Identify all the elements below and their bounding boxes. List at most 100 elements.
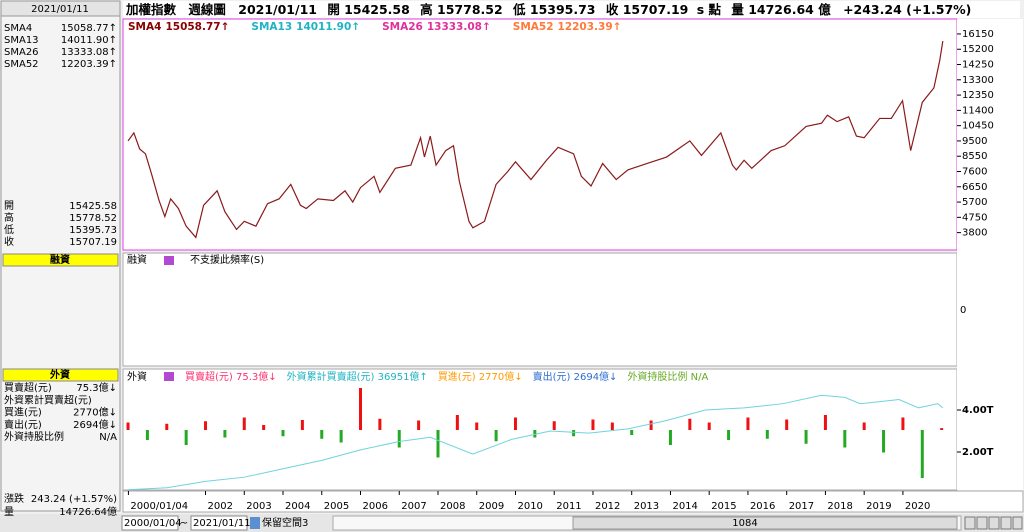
net-bar	[533, 430, 537, 438]
x-tick-label: 2007	[401, 501, 426, 512]
net-bar	[862, 422, 866, 430]
x-tick-label: 2019	[866, 501, 891, 512]
legend-name: SMA26	[382, 21, 423, 33]
net-bar	[804, 430, 808, 444]
left-date: 2021/01/11	[31, 4, 89, 15]
net-bar	[242, 417, 246, 430]
scroll-position: 1084	[732, 518, 757, 529]
settings-button[interactable]	[1012, 516, 1023, 530]
legend-name: SMA13	[251, 21, 292, 33]
y-tick-label: 8550	[962, 151, 987, 162]
right-axis	[957, 19, 1023, 490]
foreign-title: 外資	[49, 368, 70, 381]
scroll-right-button[interactable]	[1000, 516, 1012, 530]
ohlc-label: 收	[4, 235, 14, 248]
y2-tick-label: 2.00T	[962, 447, 994, 458]
y-tick-label: 12350	[962, 90, 994, 101]
net-bar	[455, 415, 459, 430]
price-legend: SMA4 15058.77↑ SMA13 14011.90↑ SMA26 13333.08…	[128, 21, 621, 33]
volume-value: 14726.64億	[59, 505, 117, 518]
y-tick-label: 3800	[962, 228, 987, 239]
ohlc-value: 15425.58	[69, 201, 117, 212]
net-bar	[688, 418, 692, 430]
x-tick-label: 2005	[324, 501, 349, 512]
net-bar	[397, 430, 401, 448]
net-bar	[262, 425, 266, 430]
x-tick-label: 2002	[208, 501, 233, 512]
ohlc-label: 低	[4, 223, 14, 236]
margin-message: 不支援此頻率(S)	[190, 253, 264, 266]
ohlc-value: 15778.52	[69, 213, 117, 224]
margin-title: 融資	[50, 253, 70, 266]
price-line	[127, 40, 944, 239]
foreign-legend-item: 買賣超(元) 75.3億↓	[185, 370, 277, 383]
foreign-row-value: 2770億↓	[73, 406, 117, 419]
header-item: s 點	[697, 2, 722, 17]
end-date-input[interactable]	[190, 515, 248, 531]
net-bar	[746, 417, 750, 430]
foreign-row-value: N/A	[99, 432, 117, 443]
net-bar	[707, 422, 711, 430]
net-bar	[572, 430, 576, 437]
net-bar	[668, 430, 672, 445]
y-tick-label: 15200	[962, 44, 994, 55]
header-item: +243.24 (+1.57%)	[843, 2, 971, 17]
sma-name: SMA4	[4, 23, 32, 34]
net-bar	[223, 430, 227, 438]
reserve-value: 3	[302, 518, 308, 529]
sma-value: 14011.90↑	[61, 35, 117, 46]
x-tick-label: 2013	[634, 501, 659, 512]
zoom-in-button[interactable]	[964, 516, 976, 530]
net-bar	[300, 420, 304, 430]
zoom-out-button[interactable]	[976, 516, 988, 530]
net-bar	[920, 430, 924, 478]
header-item: 收 15707.19	[606, 2, 688, 17]
foreign-tab: 外資	[127, 371, 147, 383]
scroll-thumb[interactable]	[572, 516, 958, 530]
end-date: 2021/01/11	[193, 518, 251, 529]
x-tick-label: 2010	[517, 501, 542, 512]
foreign-row-label: 外資累計買賣超(元)	[4, 393, 92, 406]
foreign-legend-item: 賣出(元) 2694億↓	[533, 370, 618, 383]
x-tick-label: 2008	[440, 501, 465, 512]
net-bar	[281, 430, 285, 437]
net-bar	[940, 428, 944, 430]
ohlc-label: 高	[4, 211, 14, 224]
legend-value: 15058.77↑	[165, 21, 229, 33]
scroll-left-button[interactable]	[988, 516, 1000, 530]
start-date-input[interactable]	[121, 515, 179, 531]
ohlc-value: 15707.19	[69, 237, 117, 248]
sma-name: SMA13	[4, 35, 39, 46]
x-tick-label: 2003	[246, 501, 271, 512]
net-bar	[901, 417, 905, 430]
net-bar	[727, 430, 731, 440]
legend-name: SMA4	[128, 21, 161, 33]
ohlc-label: 開	[4, 200, 14, 212]
net-bar	[126, 422, 130, 430]
net-bar	[339, 430, 343, 443]
net-bar	[145, 430, 149, 440]
y2-tick-label: 4.00T	[962, 405, 994, 416]
sma-value: 15058.77↑	[61, 23, 117, 34]
reserve-icon[interactable]	[250, 517, 260, 529]
foreign-icon[interactable]	[164, 372, 174, 381]
net-bar	[494, 430, 498, 442]
date-box	[0, 0, 121, 17]
header-item: 高 15778.52	[420, 2, 502, 17]
foreign-title-bar	[2, 368, 119, 382]
x-tick-label: 2017	[789, 501, 814, 512]
foreign-row-value: 75.3億↓	[76, 381, 117, 394]
sma-name: SMA26	[4, 47, 39, 58]
x-tick-label: 2006	[363, 501, 388, 512]
net-bar	[475, 422, 479, 430]
foreign-legend-item: 外資持股比例 N/A	[627, 370, 708, 383]
foreign-row-label: 外資持股比例	[4, 430, 64, 443]
sma-name: SMA52	[4, 59, 39, 70]
margin-title-bar	[2, 253, 119, 267]
net-bar	[591, 419, 595, 430]
foreign-legend-item: 外資累計買賣超(元) 36951億↑	[287, 370, 428, 383]
margin-icon[interactable]	[164, 256, 174, 265]
legend-name: SMA52	[513, 21, 554, 33]
change-value: 243.24 (+1.57%)	[31, 494, 117, 505]
